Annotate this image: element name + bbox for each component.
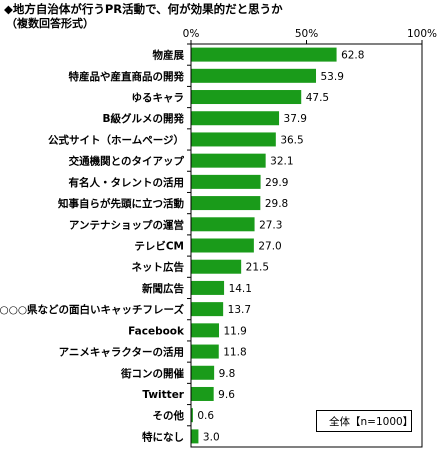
legend-label: 全体【n=1000】 — [329, 415, 414, 428]
category-label: ネット広告 — [132, 261, 185, 274]
bar — [191, 259, 242, 274]
chart-legend: 全体【n=1000】 — [316, 410, 414, 432]
bar — [191, 323, 219, 338]
value-label: 27.3 — [259, 219, 282, 231]
bar — [191, 280, 225, 295]
bar — [191, 365, 215, 380]
bar — [191, 238, 254, 253]
bar — [191, 111, 280, 126]
bar — [191, 47, 337, 62]
category-label: アンテナショップの運営 — [69, 218, 184, 231]
category-label: その他 — [153, 409, 185, 422]
x-tick-label: 100% — [407, 28, 437, 40]
category-label: テレビCM — [134, 240, 184, 253]
bar — [191, 174, 261, 189]
category-label: 有名人・タレントの活用 — [69, 176, 185, 189]
value-label: 0.6 — [197, 410, 214, 422]
x-tick-label: 50% — [295, 28, 318, 40]
value-label: 9.6 — [218, 389, 235, 401]
category-label: Twitter — [142, 389, 184, 401]
value-label: 21.5 — [246, 262, 269, 274]
value-label: 47.5 — [306, 92, 329, 104]
category-label: B級グルメの開発 — [102, 112, 184, 125]
bar — [191, 217, 255, 232]
category-label: 街コンの開催 — [120, 367, 184, 380]
bar — [191, 153, 266, 168]
category-label: 交通機関とのタイアップ — [69, 155, 185, 168]
x-tick-label: 0% — [183, 28, 200, 40]
value-label: 11.9 — [223, 325, 246, 337]
bar — [191, 408, 193, 423]
chart-title: ◆地方自治体が行うPR活動で、何が効果的だと思うか — [4, 2, 283, 16]
value-label: 32.1 — [270, 156, 293, 168]
value-label: 14.1 — [229, 283, 252, 295]
value-label: 11.8 — [223, 347, 246, 359]
bar — [191, 429, 199, 444]
category-label: ゆるキャラ — [132, 92, 185, 104]
category-label: 物産展 — [153, 49, 185, 62]
value-label: 3.0 — [203, 431, 220, 443]
category-label: 公式サイト（ホームページ） — [48, 133, 184, 146]
value-label: 37.9 — [284, 113, 307, 125]
value-label: 53.9 — [321, 71, 344, 83]
category-label: アニメキャラクターの活用 — [59, 346, 184, 359]
value-label: 29.8 — [265, 198, 288, 210]
category-label: ○○○県などの面白いキャッチフレーズ — [0, 303, 184, 316]
category-label: 特になし — [142, 430, 184, 443]
value-label: 36.5 — [280, 134, 303, 146]
value-label: 9.8 — [219, 368, 236, 380]
bar — [191, 68, 317, 83]
bar — [191, 196, 261, 211]
value-label: 13.7 — [228, 304, 251, 316]
category-label: Facebook — [128, 325, 185, 337]
bar — [191, 132, 276, 147]
category-label: 新聞広告 — [142, 282, 184, 295]
bar — [191, 386, 214, 401]
category-label: 特産品や産直商品の開発 — [69, 70, 185, 83]
category-label: 知事自らが先頭に立つ活動 — [58, 197, 184, 210]
value-label: 62.8 — [341, 50, 364, 62]
bar — [191, 302, 224, 317]
value-label: 29.9 — [265, 177, 288, 189]
chart-subtitle: （複数回答形式） — [6, 17, 94, 30]
bar — [191, 90, 302, 105]
bar — [191, 344, 219, 359]
value-label: 27.0 — [258, 241, 281, 253]
